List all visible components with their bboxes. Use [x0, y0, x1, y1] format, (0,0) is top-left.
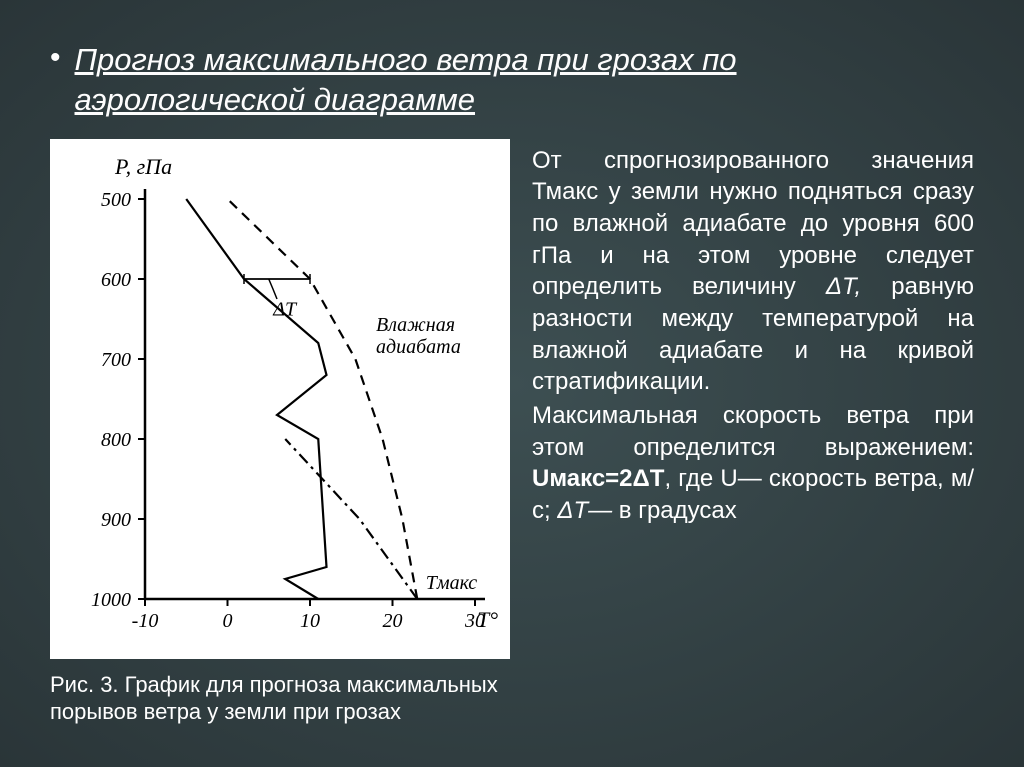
p1-dt: ΔТ,	[826, 273, 861, 300]
svg-text:900: 900	[101, 509, 131, 531]
body-text: От спрогнозированного значения Тмакс у з…	[532, 139, 974, 726]
p2-formula: Uмакс=2ΔТ	[532, 465, 664, 492]
svg-text:0: 0	[223, 610, 233, 632]
svg-text:10: 10	[300, 610, 320, 632]
slide-title: Прогноз максимального ветра при грозах п…	[75, 40, 974, 121]
svg-text:800: 800	[101, 429, 131, 451]
svg-text:адиабата: адиабата	[376, 336, 461, 358]
bullet-icon: •	[50, 40, 61, 76]
svg-text:30: 30	[464, 610, 485, 632]
svg-text:Tмакс: Tмакс	[426, 572, 477, 594]
svg-text:1000: 1000	[91, 589, 131, 611]
svg-text:ΔT: ΔT	[272, 298, 298, 320]
svg-text:-10: -10	[132, 610, 159, 632]
svg-text:Влажная: Влажная	[376, 314, 455, 336]
p2-c: в градусах	[612, 497, 737, 524]
svg-text:500: 500	[101, 189, 131, 211]
svg-text:20: 20	[383, 610, 403, 632]
svg-text:600: 600	[101, 269, 131, 291]
p2-dt: ΔТ—	[557, 497, 612, 524]
svg-text:P, гПа: P, гПа	[114, 154, 172, 179]
aerological-chart: P, гПаT°-1001020305006007008009001000ΔTВ…	[50, 139, 510, 659]
svg-text:700: 700	[101, 349, 131, 371]
figure-caption: Рис. 3. График для прогноза максимальных…	[50, 671, 510, 726]
p2-a: Максимальная скорость ветра при этом опр…	[532, 402, 974, 461]
